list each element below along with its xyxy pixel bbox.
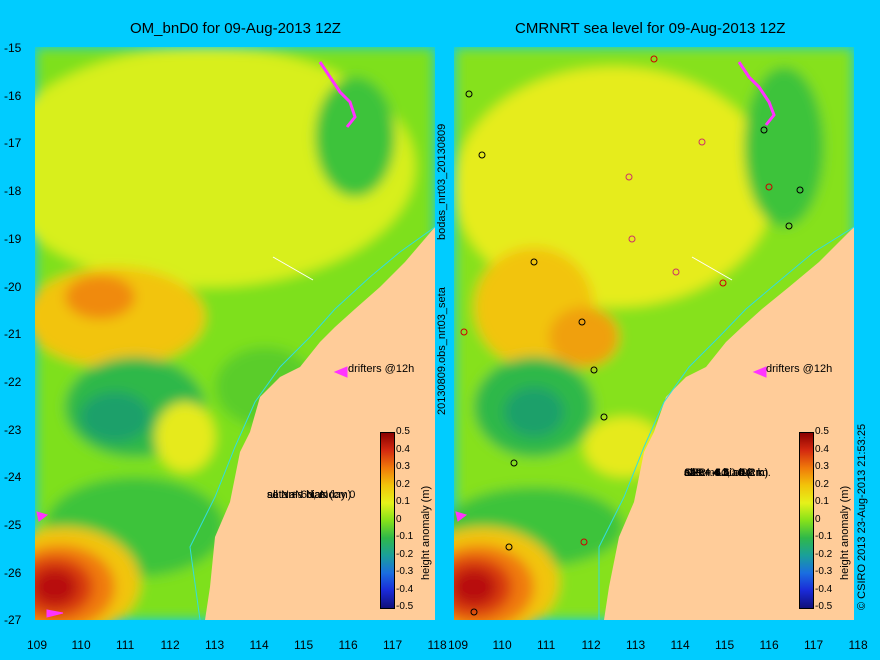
obs-file-label: 20130809.obs_nrt03_seta xyxy=(436,287,448,415)
x-tick-label: 118 xyxy=(848,638,868,652)
run-id-label: bodas_nrt03_20130809 xyxy=(436,123,448,240)
left-colorbar-label: height anomaly (m) xyxy=(420,485,432,580)
y-tick-label: -18 xyxy=(4,184,22,199)
left-stats-line: seta +-6d, mday 0 xyxy=(267,489,356,501)
right-stats-line: C2R 4.1 -1.2 m. xyxy=(684,467,771,479)
colorbar-tick-label: -0.4 xyxy=(815,583,833,595)
x-tick-label: 111 xyxy=(537,638,556,652)
right-shelf-contour xyxy=(598,226,854,620)
x-tick-label: 114 xyxy=(249,638,269,652)
left-land-mass xyxy=(205,227,435,620)
y-tick-label: -15 xyxy=(4,41,22,55)
x-tick-label: 116 xyxy=(338,638,358,652)
left-colorbar xyxy=(380,432,395,609)
right-colorbar-label: height anomaly (m) xyxy=(839,485,851,580)
colorbar-tick-label: -0.4 xyxy=(396,583,414,595)
left-drifter-tracks xyxy=(36,61,357,618)
colorbar-tick-label: -0.2 xyxy=(396,548,414,560)
right-drifter-tracks xyxy=(455,61,776,522)
colorbar-tick-label: 0.3 xyxy=(815,461,829,472)
left-transect-line xyxy=(272,256,314,281)
copyright-label: © CSIRO 2013 23-Aug-2013 21:53:25 xyxy=(856,423,868,610)
x-tick-label: 117 xyxy=(383,638,403,652)
colorbar-tick-label: -0.5 xyxy=(396,601,414,612)
y-tick-label: -23 xyxy=(4,422,22,437)
left-stats-line: sat rms bias (cm) xyxy=(267,489,352,501)
right-map-panel xyxy=(454,47,854,620)
right-stats-line: SRL 4.6 -0.6 k. xyxy=(684,467,767,479)
colorbar-tick-label: 0 xyxy=(396,513,402,525)
x-tick-label: 113 xyxy=(205,638,225,652)
x-tick-label: 117 xyxy=(804,638,824,652)
y-tick-label: -16 xyxy=(4,88,22,103)
colorbar-tick-label: -0.3 xyxy=(396,566,414,577)
x-tick-label: 112 xyxy=(581,638,601,652)
left-drifters-label: drifters @12h xyxy=(348,363,415,375)
x-tick-label: 109 xyxy=(27,638,48,652)
left-panel-title: OM_bnD0 for 09-Aug-2013 12Z xyxy=(130,20,341,37)
y-tick-label: -25 xyxy=(4,518,22,532)
right-panel-title: CMRNRT sea level for 09-Aug-2013 12Z xyxy=(515,20,786,37)
right-stats-line: sat rms bias (cm) xyxy=(684,467,769,479)
colorbar-tick-label: 0.1 xyxy=(396,496,410,507)
colorbar-tick-label: 0.4 xyxy=(396,443,410,455)
left-map-panel xyxy=(35,47,435,620)
left-shelf-contour xyxy=(189,226,435,620)
right-stats-line: J2R 4.3 -0.2 r. xyxy=(684,467,763,479)
y-tick-label: -21 xyxy=(4,327,22,342)
colorbar-tick-label: -0.3 xyxy=(815,566,833,577)
x-tick-label: 112 xyxy=(160,638,180,652)
y-tick-label: -19 xyxy=(4,231,22,246)
x-tick-label: 110 xyxy=(492,638,512,652)
colorbar-tick-label: 0.1 xyxy=(815,496,829,507)
left-stats-line: all NaN NaN xyxy=(267,489,329,501)
x-tick-label: 116 xyxy=(759,638,779,652)
y-tick-label: -17 xyxy=(4,136,22,151)
x-tick-label: 111 xyxy=(116,638,135,652)
right-land-mass xyxy=(604,227,854,620)
colorbar-tick-label: 0.3 xyxy=(396,461,410,472)
y-tick-label: -20 xyxy=(4,279,22,294)
y-tick-label: -24 xyxy=(4,470,22,485)
colorbar-tick-label: 0.4 xyxy=(815,443,829,455)
x-tick-label: 114 xyxy=(670,638,690,652)
x-tick-label: 115 xyxy=(294,638,314,652)
right-stats-line: obs +-6d, oi0 xyxy=(684,467,748,479)
right-map-svg xyxy=(454,47,854,620)
colorbar-tick-label: -0.5 xyxy=(815,601,833,612)
right-stats-line: all 4.4 -0.64 xyxy=(684,467,751,479)
x-tick-label: 115 xyxy=(715,638,735,652)
x-tick-label: 109 xyxy=(448,638,469,652)
x-tick-label: 118 xyxy=(427,638,447,652)
colorbar-tick-label: 0 xyxy=(815,513,821,525)
left-map-svg xyxy=(35,47,435,620)
x-tick-label: 113 xyxy=(626,638,646,652)
colorbar-tick-label: -0.1 xyxy=(396,531,414,542)
y-tick-label: -26 xyxy=(4,565,22,580)
right-colorbar xyxy=(799,432,814,609)
right-drifters-label: drifters @12h xyxy=(766,363,833,375)
colorbar-tick-label: 0.5 xyxy=(396,426,410,437)
right-observation-markers xyxy=(460,55,804,616)
y-tick-label: -22 xyxy=(4,374,22,389)
colorbar-tick-label: -0.1 xyxy=(815,531,833,542)
right-transect-line xyxy=(691,256,733,281)
y-tick-label: -27 xyxy=(4,613,22,628)
x-tick-label: 110 xyxy=(71,638,91,652)
colorbar-tick-label: 0.2 xyxy=(815,478,829,490)
colorbar-tick-label: 0.5 xyxy=(815,426,829,437)
colorbar-tick-label: -0.2 xyxy=(815,548,833,560)
colorbar-tick-label: 0.2 xyxy=(396,478,410,490)
